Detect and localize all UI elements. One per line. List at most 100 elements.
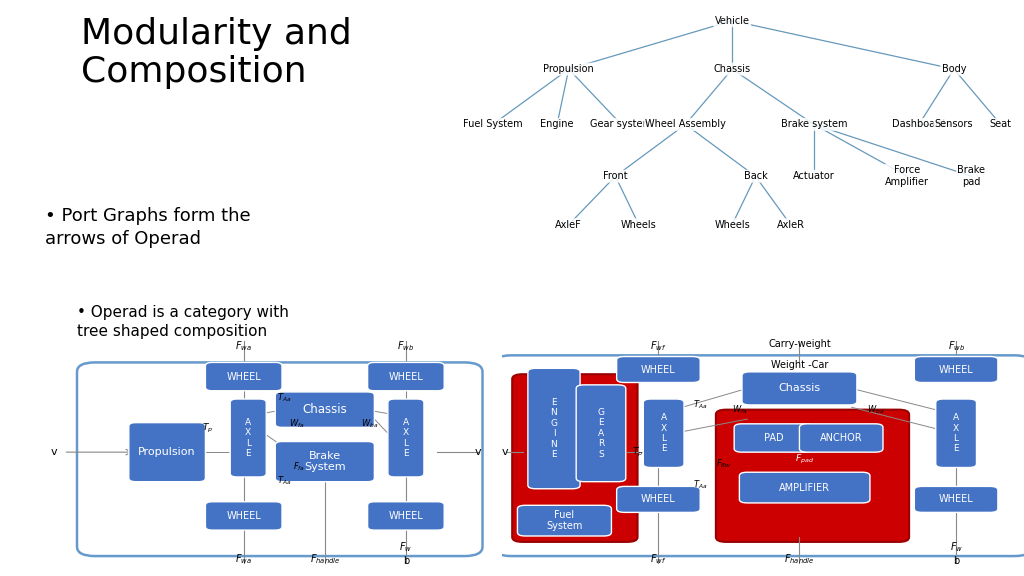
Text: Propulsion: Propulsion bbox=[544, 64, 594, 74]
Text: • Port Graphs form the
arrows of Operad: • Port Graphs form the arrows of Operad bbox=[45, 207, 251, 248]
Text: Wheels: Wheels bbox=[715, 219, 750, 230]
Text: WHEEL: WHEEL bbox=[226, 511, 261, 521]
Text: Brake system: Brake system bbox=[780, 119, 847, 130]
Text: $F_{fa}$: $F_{fa}$ bbox=[293, 460, 305, 472]
FancyBboxPatch shape bbox=[734, 424, 812, 452]
Text: Propulsion: Propulsion bbox=[138, 447, 196, 457]
Text: $W_{fa}$: $W_{fa}$ bbox=[731, 403, 748, 416]
Text: v: v bbox=[475, 447, 481, 457]
Text: ANCHOR: ANCHOR bbox=[820, 433, 862, 443]
Text: Front: Front bbox=[603, 171, 628, 181]
Text: $F_{handle}$: $F_{handle}$ bbox=[784, 552, 815, 566]
FancyBboxPatch shape bbox=[800, 424, 883, 452]
FancyBboxPatch shape bbox=[616, 357, 700, 382]
FancyBboxPatch shape bbox=[275, 442, 375, 482]
Text: Brake
System: Brake System bbox=[304, 451, 346, 472]
FancyBboxPatch shape bbox=[512, 374, 638, 542]
Text: Seat: Seat bbox=[989, 119, 1012, 130]
Text: $F_{Bw}$: $F_{Bw}$ bbox=[716, 458, 731, 470]
Text: WHEEL: WHEEL bbox=[388, 372, 423, 381]
FancyBboxPatch shape bbox=[528, 368, 580, 489]
Text: Gear system: Gear system bbox=[590, 119, 652, 130]
Text: Modularity and
Composition: Modularity and Composition bbox=[81, 17, 352, 89]
Text: $T_{Aa}$: $T_{Aa}$ bbox=[278, 392, 292, 404]
Text: Actuator: Actuator bbox=[793, 171, 835, 181]
Text: A
X
L
E: A X L E bbox=[660, 413, 667, 453]
Text: $T_{Aa}$: $T_{Aa}$ bbox=[693, 399, 708, 411]
Text: Chassis: Chassis bbox=[778, 384, 820, 393]
Text: Dashboard: Dashboard bbox=[892, 119, 945, 130]
FancyBboxPatch shape bbox=[129, 423, 206, 482]
FancyBboxPatch shape bbox=[275, 392, 375, 427]
Text: PAD: PAD bbox=[764, 433, 783, 443]
Text: A
X
L
E: A X L E bbox=[245, 418, 251, 458]
FancyBboxPatch shape bbox=[716, 410, 909, 542]
Text: WHEEL: WHEEL bbox=[641, 365, 676, 374]
Text: Vehicle: Vehicle bbox=[715, 16, 750, 26]
FancyBboxPatch shape bbox=[643, 399, 684, 468]
Text: WHEEL: WHEEL bbox=[388, 511, 423, 521]
Text: WHEEL: WHEEL bbox=[641, 494, 676, 505]
FancyBboxPatch shape bbox=[206, 362, 282, 391]
FancyBboxPatch shape bbox=[577, 385, 626, 482]
Text: $T_p$: $T_p$ bbox=[202, 422, 213, 435]
FancyBboxPatch shape bbox=[492, 355, 1024, 556]
Text: $F_{wa}$: $F_{wa}$ bbox=[236, 552, 252, 566]
FancyBboxPatch shape bbox=[616, 486, 700, 513]
FancyBboxPatch shape bbox=[368, 362, 444, 391]
Text: A
X
L
E: A X L E bbox=[402, 418, 409, 458]
FancyBboxPatch shape bbox=[77, 362, 482, 556]
Text: $T_{Aa}$: $T_{Aa}$ bbox=[278, 474, 292, 487]
Text: $F_{pad}$: $F_{pad}$ bbox=[795, 453, 814, 466]
Text: $T_p$: $T_p$ bbox=[632, 446, 643, 458]
Text: $F_{wf}$: $F_{wf}$ bbox=[650, 339, 667, 353]
Text: Wheels: Wheels bbox=[621, 219, 656, 230]
Text: $F_{wf}$: $F_{wf}$ bbox=[650, 552, 667, 566]
FancyBboxPatch shape bbox=[517, 505, 611, 536]
Text: $F_{wb}$: $F_{wb}$ bbox=[397, 339, 415, 353]
Text: Brake
pad: Brake pad bbox=[957, 165, 985, 187]
FancyBboxPatch shape bbox=[368, 502, 444, 530]
Text: $W_{ba}$: $W_{ba}$ bbox=[867, 403, 885, 416]
Text: Sensors: Sensors bbox=[935, 119, 973, 130]
FancyBboxPatch shape bbox=[206, 502, 282, 530]
Text: E
N
G
I
N
E: E N G I N E bbox=[551, 398, 557, 459]
FancyBboxPatch shape bbox=[742, 372, 857, 405]
Text: AxleR: AxleR bbox=[776, 219, 805, 230]
Text: Wheel Assembly: Wheel Assembly bbox=[645, 119, 726, 130]
FancyBboxPatch shape bbox=[914, 486, 997, 513]
FancyBboxPatch shape bbox=[936, 399, 977, 468]
Text: $F_{w}$
b: $F_{w}$ b bbox=[399, 540, 413, 566]
Text: AMPLIFIER: AMPLIFIER bbox=[779, 483, 830, 492]
Text: Chassis: Chassis bbox=[302, 403, 347, 416]
FancyBboxPatch shape bbox=[914, 357, 997, 382]
Text: $T_{Aa}$: $T_{Aa}$ bbox=[693, 479, 708, 491]
Text: WHEEL: WHEEL bbox=[939, 494, 974, 505]
Text: v: v bbox=[502, 447, 508, 457]
Text: Force
Amplifier: Force Amplifier bbox=[886, 165, 929, 187]
Text: $W_{fa}$: $W_{fa}$ bbox=[289, 418, 304, 430]
Text: WHEEL: WHEEL bbox=[939, 365, 974, 374]
Text: $F_{w}$
b: $F_{w}$ b bbox=[949, 540, 963, 566]
Text: Fuel System: Fuel System bbox=[463, 119, 522, 130]
Text: A
X
L
E: A X L E bbox=[953, 413, 959, 453]
Text: WHEEL: WHEEL bbox=[226, 372, 261, 381]
Text: AxleF: AxleF bbox=[555, 219, 582, 230]
Text: v: v bbox=[51, 447, 57, 457]
Text: $F_{handle}$: $F_{handle}$ bbox=[309, 552, 340, 566]
Text: • Subsystem/part
decomposition defines
System Architecture by
composing sub-syst: • Subsystem/part decomposition defines S… bbox=[77, 403, 256, 492]
Text: Chassis: Chassis bbox=[714, 64, 751, 74]
Text: Back: Back bbox=[743, 171, 767, 181]
Text: • Operad is a category with
tree shaped composition: • Operad is a category with tree shaped … bbox=[77, 305, 289, 339]
Text: $F_{wa}$: $F_{wa}$ bbox=[236, 339, 252, 353]
Text: Body: Body bbox=[942, 64, 967, 74]
Text: Fuel
System: Fuel System bbox=[546, 510, 583, 532]
Text: Carry-weight: Carry-weight bbox=[768, 339, 830, 349]
Text: G
E
A
R
S: G E A R S bbox=[597, 408, 604, 458]
Text: Weight -Car: Weight -Car bbox=[771, 359, 828, 370]
Text: $F_{wb}$: $F_{wb}$ bbox=[947, 339, 965, 353]
Text: $W_{ba}$: $W_{ba}$ bbox=[360, 418, 378, 430]
Text: Engine: Engine bbox=[541, 119, 573, 130]
FancyBboxPatch shape bbox=[739, 472, 870, 503]
FancyBboxPatch shape bbox=[388, 399, 424, 477]
